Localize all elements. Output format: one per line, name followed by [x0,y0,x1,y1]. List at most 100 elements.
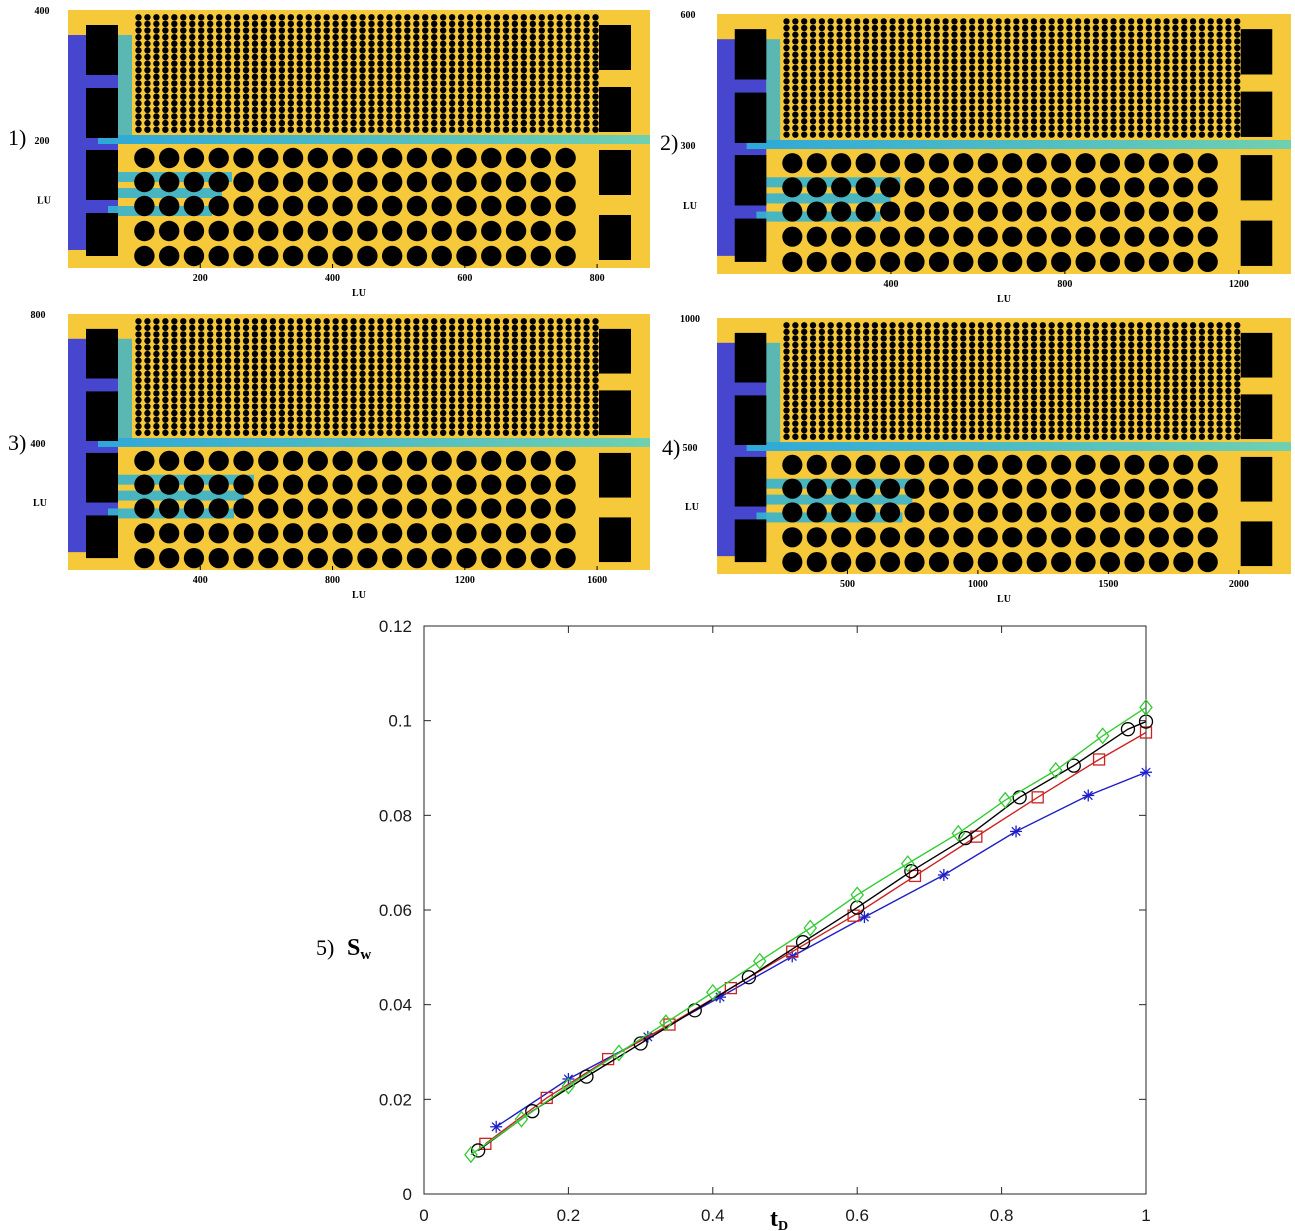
matrix-grain [341,113,348,120]
matrix-grain [592,383,599,391]
matrix-grain [1172,413,1179,421]
matrix-grain [574,344,581,351]
matrix-grain [1207,44,1214,52]
matrix-grain [233,40,241,47]
matrix-grain [951,71,958,78]
matrix-grain [215,337,223,345]
matrix-grain [583,119,590,127]
matrix-grain [1013,400,1020,408]
matrix-grain [404,363,411,371]
matrix-grain [915,420,923,427]
matrix-grain [413,331,420,338]
matrix-grain [915,413,923,421]
matrix-grain [845,374,852,381]
matrix-grain [153,93,160,100]
matrix-grain [224,383,232,391]
large-grain [904,527,925,548]
matrix-grain [977,24,985,32]
matrix-grain [144,27,151,34]
matrix-grain [898,413,905,421]
matrix-grain [233,423,241,430]
panel-number-label: 4) [662,435,680,460]
matrix-grain [332,390,339,397]
matrix-grain [1234,400,1241,408]
matrix-grain [395,383,402,391]
matrix-grain [1136,387,1144,395]
matrix-grain [457,390,465,397]
matrix-grain [801,354,808,362]
matrix-grain [889,118,896,125]
matrix-grain [1216,58,1223,65]
matrix-grain [171,344,178,351]
large-grain [134,474,155,495]
matrix-grain [836,348,843,355]
large-grain [806,226,827,247]
matrix-grain [907,18,914,25]
matrix-grain [986,420,993,427]
matrix-grain [323,357,330,364]
matrix-grain [305,93,312,100]
matrix-grain [260,370,268,377]
matrix-grain [260,14,268,21]
matrix-grain [224,409,232,417]
matrix-grain [960,400,967,408]
matrix-grain [368,47,375,54]
matrix-grain [1110,348,1117,355]
matrix-grain [836,341,843,349]
matrix-grain [1154,38,1161,45]
series-line [470,706,1147,1156]
matrix-grain [404,423,411,430]
matrix-grain [924,24,932,32]
matrix-grain [269,66,277,74]
matrix-grain [792,118,799,125]
matrix-grain [1048,71,1055,78]
matrix-grain [171,337,178,345]
matrix-grain [538,423,545,430]
matrix-grain [466,370,474,377]
matrix-grain [1207,51,1214,58]
matrix-grain [880,104,887,112]
matrix-grain [422,80,429,87]
matrix-grain [1172,322,1179,329]
matrix-grain [171,331,178,338]
matrix-grain [305,318,312,325]
large-grain [855,502,876,523]
matrix-grain [818,400,826,408]
matrix-grain [783,348,790,355]
matrix-grain [1216,98,1223,105]
matrix-grain [260,429,268,436]
large-grain [831,251,852,272]
matrix-grain [1181,18,1188,25]
matrix-grain [960,413,967,421]
matrix-grain [960,31,967,38]
large-grain [555,523,576,544]
matrix-grain [359,409,366,417]
matrix-grain [977,413,985,421]
large-grain [1099,478,1121,499]
matrix-grain [995,71,1002,78]
matrix-grain [547,377,554,384]
matrix-grain [233,403,241,410]
matrix-grain [960,124,967,132]
matrix-grain [260,337,268,345]
matrix-grain [1048,394,1055,401]
matrix-grain [1225,341,1232,349]
matrix-grain [880,427,887,434]
matrix-grain [323,344,330,351]
matrix-grain [251,119,259,127]
matrix-grain [1189,348,1197,355]
matrix-grain [880,328,887,335]
matrix-grain [1128,394,1135,401]
matrix-grain [801,394,808,401]
matrix-grain [260,318,268,325]
matrix-grain [350,357,357,364]
data-point-diamond [612,1044,626,1062]
matrix-grain [809,104,817,112]
matrix-grain [538,100,545,107]
matrix-grain [783,354,790,362]
matrix-grain [511,106,519,114]
matrix-grain [162,370,169,377]
large-grain [928,177,950,198]
large-grain [505,220,527,242]
matrix-grain [1216,131,1223,138]
